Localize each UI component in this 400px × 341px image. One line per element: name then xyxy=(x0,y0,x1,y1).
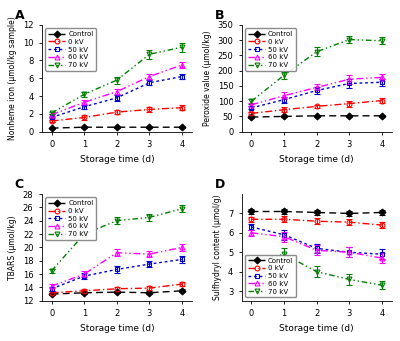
X-axis label: Storage time (d): Storage time (d) xyxy=(279,324,354,333)
Text: D: D xyxy=(215,178,225,191)
Text: A: A xyxy=(15,9,24,22)
Legend: Control, 0 kV, 50 kV, 60 kV, 70 kV: Control, 0 kV, 50 kV, 60 kV, 70 kV xyxy=(45,197,96,240)
X-axis label: Storage time (d): Storage time (d) xyxy=(80,154,154,164)
X-axis label: Storage time (d): Storage time (d) xyxy=(80,324,154,333)
Legend: Control, 0 kV, 50 kV, 60 kV, 70 kV: Control, 0 kV, 50 kV, 60 kV, 70 kV xyxy=(245,255,296,297)
Y-axis label: Nonheme iron (μmol/kg sample): Nonheme iron (μmol/kg sample) xyxy=(8,16,18,140)
X-axis label: Storage time (d): Storage time (d) xyxy=(279,154,354,164)
Y-axis label: Peroxide value (μmol/kg): Peroxide value (μmol/kg) xyxy=(203,30,212,126)
Y-axis label: TBARS (μmol/kg): TBARS (μmol/kg) xyxy=(8,215,17,280)
Y-axis label: Sulfhydryl content (μmol/g): Sulfhydryl content (μmol/g) xyxy=(214,195,222,300)
Text: B: B xyxy=(215,9,224,22)
Legend: Control, 0 kV, 50 kV, 60 kV, 70 kV: Control, 0 kV, 50 kV, 60 kV, 70 kV xyxy=(45,28,96,71)
Legend: Control, 0 kV, 50 kV, 60 kV, 70 kV: Control, 0 kV, 50 kV, 60 kV, 70 kV xyxy=(245,28,296,71)
Text: C: C xyxy=(15,178,24,191)
